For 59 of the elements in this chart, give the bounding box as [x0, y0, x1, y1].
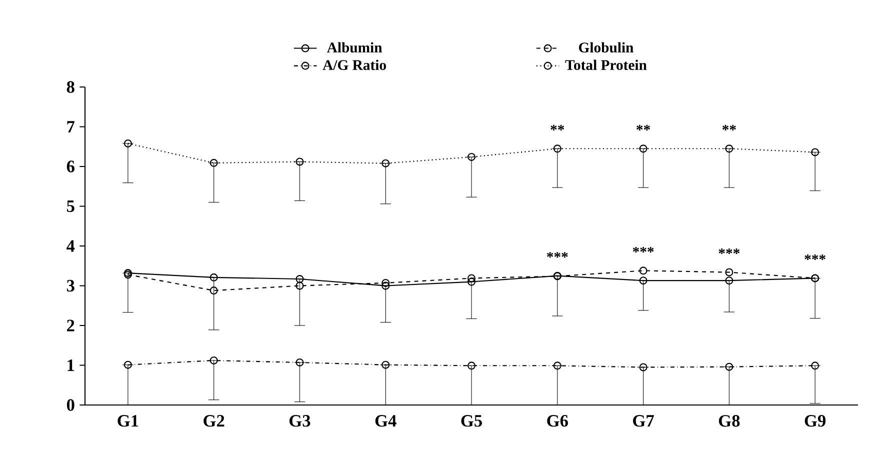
x-tick-label: G9 — [804, 415, 826, 427]
y-tick-label: 2 — [67, 320, 74, 332]
point — [468, 152, 476, 161]
point — [296, 358, 304, 366]
y-tick-label: 8 — [66, 81, 74, 93]
point — [210, 273, 218, 282]
y-tick-label: 5 — [66, 200, 74, 212]
annotation: ** — [722, 124, 736, 130]
point — [210, 286, 218, 295]
annotation: *** — [804, 254, 826, 260]
y-tick-label: 0 — [66, 399, 74, 411]
x-tick-label: G2 — [204, 415, 224, 427]
x-tick-label: G1 — [118, 415, 138, 427]
annotation: *** — [547, 252, 568, 258]
point — [811, 148, 820, 156]
point — [382, 159, 390, 168]
point — [210, 158, 218, 167]
point — [382, 360, 390, 369]
point — [382, 282, 390, 290]
x-tick-label: G7 — [633, 415, 654, 427]
x-tick-label: G5 — [461, 415, 482, 427]
point — [639, 144, 648, 153]
annotation: ** — [636, 124, 650, 130]
point — [725, 144, 734, 153]
y-tick-label: 1 — [68, 360, 74, 371]
legend-label: Globulin — [578, 42, 634, 53]
point — [382, 278, 390, 287]
point — [210, 356, 218, 364]
point — [725, 268, 734, 276]
x-tick-label: G4 — [375, 415, 396, 427]
point — [639, 363, 648, 372]
annotation: *** — [718, 248, 740, 254]
point — [468, 278, 476, 286]
annotation: *** — [632, 246, 654, 252]
point — [811, 362, 820, 370]
y-tick-label: 6 — [66, 160, 74, 172]
point — [124, 139, 132, 148]
y-tick-label: 4 — [66, 240, 75, 252]
legend-label: Albumin — [326, 42, 382, 53]
point — [553, 144, 562, 153]
point — [124, 360, 132, 369]
point — [725, 276, 734, 285]
point — [468, 274, 476, 282]
y-tick-label: 3 — [66, 280, 74, 292]
point — [553, 362, 562, 370]
point — [639, 266, 648, 275]
legend-label: Total Protein — [565, 60, 647, 70]
legend-label: A/G Ratio — [322, 60, 386, 70]
point — [468, 362, 476, 370]
annotation: ** — [550, 124, 564, 130]
x-tick-label: G8 — [718, 415, 740, 427]
point — [725, 362, 734, 371]
point — [296, 282, 304, 290]
point — [639, 276, 648, 285]
point — [296, 275, 304, 283]
x-tick-label: G6 — [547, 415, 568, 427]
point — [296, 158, 304, 166]
y-tick-label: 7 — [67, 121, 75, 132]
x-tick-label: G3 — [289, 415, 310, 427]
